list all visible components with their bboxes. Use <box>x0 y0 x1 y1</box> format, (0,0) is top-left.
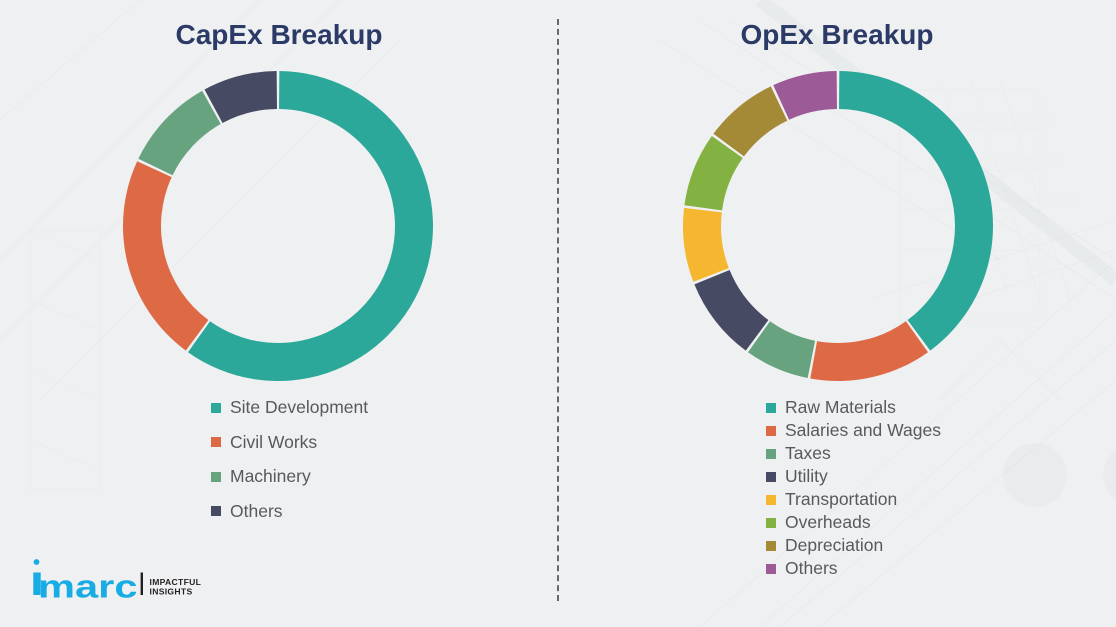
svg-text:marc: marc <box>38 568 137 601</box>
svg-text:INSIGHTS: INSIGHTS <box>150 587 193 597</box>
svg-text:IMPACTFUL: IMPACTFUL <box>150 577 202 587</box>
